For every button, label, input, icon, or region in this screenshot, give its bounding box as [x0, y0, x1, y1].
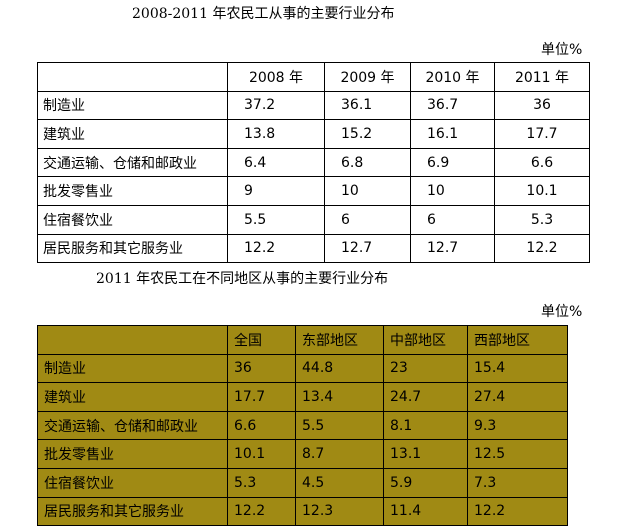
table-cell: 12.2 [467, 496, 568, 527]
table-cell: 7.3 [467, 467, 568, 498]
table-row: 制造业 36 44.8 23 15.4 [37, 353, 568, 384]
row-label: 制造业 [37, 353, 228, 384]
table-row: 建筑业 17.7 13.4 24.7 27.4 [37, 382, 568, 412]
table2-unit-label: 单位% [541, 304, 583, 320]
header-cell: 全国 [227, 325, 296, 355]
row-label: 交通运输、仓储和邮政业 [37, 147, 228, 178]
row-label: 制造业 [37, 90, 228, 121]
header-cell [37, 62, 228, 92]
table-row: 建筑业 13.8 15.2 16.1 17.7 [37, 119, 590, 149]
table-cell: 17.7 [227, 382, 296, 412]
table-header-row: 全国 东部地区 中部地区 西部地区 [37, 325, 568, 355]
row-label: 居民服务和其它服务业 [37, 233, 228, 264]
table-cell: 9.3 [467, 410, 568, 441]
table-cell: 44.8 [295, 353, 384, 384]
table-row: 居民服务和其它服务业 12.2 12.3 11.4 12.2 [37, 496, 568, 527]
table-cell: 13.1 [383, 439, 468, 469]
table-row: 批发零售业 9 10 10 10.1 [37, 176, 590, 206]
header-cell: 2011 年 [494, 62, 590, 92]
header-cell: 2008 年 [227, 62, 325, 92]
row-label: 住宿餐饮业 [37, 204, 228, 235]
table-header-row: 2008 年 2009 年 2010 年 2011 年 [37, 62, 590, 92]
table-cell: 15.2 [324, 119, 411, 149]
table-cell: 6.6 [494, 147, 590, 178]
table-cell: 12.2 [494, 233, 590, 264]
table-row: 交通运输、仓储和邮政业 6.6 5.5 8.1 9.3 [37, 410, 568, 441]
table-cell: 6.9 [410, 147, 495, 178]
header-cell: 中部地区 [383, 325, 468, 355]
table-cell: 36.7 [410, 90, 495, 121]
table-cell: 6.8 [324, 147, 411, 178]
table-cell: 5.9 [383, 467, 468, 498]
header-cell: 2009 年 [324, 62, 411, 92]
table-cell: 4.5 [295, 467, 384, 498]
table-cell: 12.7 [410, 233, 495, 264]
row-label: 建筑业 [37, 382, 228, 412]
table-cell: 15.4 [467, 353, 568, 384]
table-cell: 36 [494, 90, 590, 121]
row-label: 建筑业 [37, 119, 228, 149]
row-label: 批发零售业 [37, 176, 228, 206]
table-cell: 16.1 [410, 119, 495, 149]
table-cell: 11.4 [383, 496, 468, 527]
table-cell: 23 [383, 353, 468, 384]
table-cell: 13.8 [227, 119, 325, 149]
table-row: 住宿餐饮业 5.5 6 6 5.3 [37, 204, 590, 235]
table-cell: 12.2 [227, 233, 325, 264]
table-cell: 5.5 [295, 410, 384, 441]
table-cell: 36.1 [324, 90, 411, 121]
table-cell: 6.6 [227, 410, 296, 441]
table-cell: 10.1 [227, 439, 296, 469]
header-cell: 西部地区 [467, 325, 568, 355]
table-cell: 37.2 [227, 90, 325, 121]
table-cell: 9 [227, 176, 325, 206]
table1-industry-by-year: 2008 年 2009 年 2010 年 2011 年 制造业 37.2 36.… [37, 62, 590, 264]
header-cell: 东部地区 [295, 325, 384, 355]
table-cell: 6 [410, 204, 495, 235]
row-label: 住宿餐饮业 [37, 467, 228, 498]
table-cell: 10 [324, 176, 411, 206]
table-cell: 8.1 [383, 410, 468, 441]
table-cell: 5.3 [494, 204, 590, 235]
table-row: 批发零售业 10.1 8.7 13.1 12.5 [37, 439, 568, 469]
table-cell: 6 [324, 204, 411, 235]
header-cell [37, 325, 228, 355]
header-cell: 2010 年 [410, 62, 495, 92]
table-cell: 5.5 [227, 204, 325, 235]
table-cell: 27.4 [467, 382, 568, 412]
table-cell: 5.3 [227, 467, 296, 498]
table-cell: 36 [227, 353, 296, 384]
table-cell: 10 [410, 176, 495, 206]
table-cell: 13.4 [295, 382, 384, 412]
table-cell: 12.7 [324, 233, 411, 264]
table-cell: 17.7 [494, 119, 590, 149]
table-row: 住宿餐饮业 5.3 4.5 5.9 7.3 [37, 467, 568, 498]
table-cell: 6.4 [227, 147, 325, 178]
table-cell: 12.3 [295, 496, 384, 527]
row-label: 居民服务和其它服务业 [37, 496, 228, 527]
table-cell: 12.5 [467, 439, 568, 469]
row-label: 批发零售业 [37, 439, 228, 469]
table2-industry-by-region: 全国 东部地区 中部地区 西部地区 制造业 36 44.8 23 15.4 建筑… [37, 325, 568, 527]
table-row: 居民服务和其它服务业 12.2 12.7 12.7 12.2 [37, 233, 590, 264]
table-cell: 24.7 [383, 382, 468, 412]
table2-title: 2011 年农民工在不同地区从事的主要行业分布 [96, 271, 389, 287]
table-row: 交通运输、仓储和邮政业 6.4 6.8 6.9 6.6 [37, 147, 590, 178]
row-label: 交通运输、仓储和邮政业 [37, 410, 228, 441]
table1-unit-label: 单位% [541, 42, 583, 58]
table1-title: 2008-2011 年农民工从事的主要行业分布 [132, 6, 395, 22]
table-row: 制造业 37.2 36.1 36.7 36 [37, 90, 590, 121]
table-cell: 10.1 [494, 176, 590, 206]
table-cell: 8.7 [295, 439, 384, 469]
table-cell: 12.2 [227, 496, 296, 527]
